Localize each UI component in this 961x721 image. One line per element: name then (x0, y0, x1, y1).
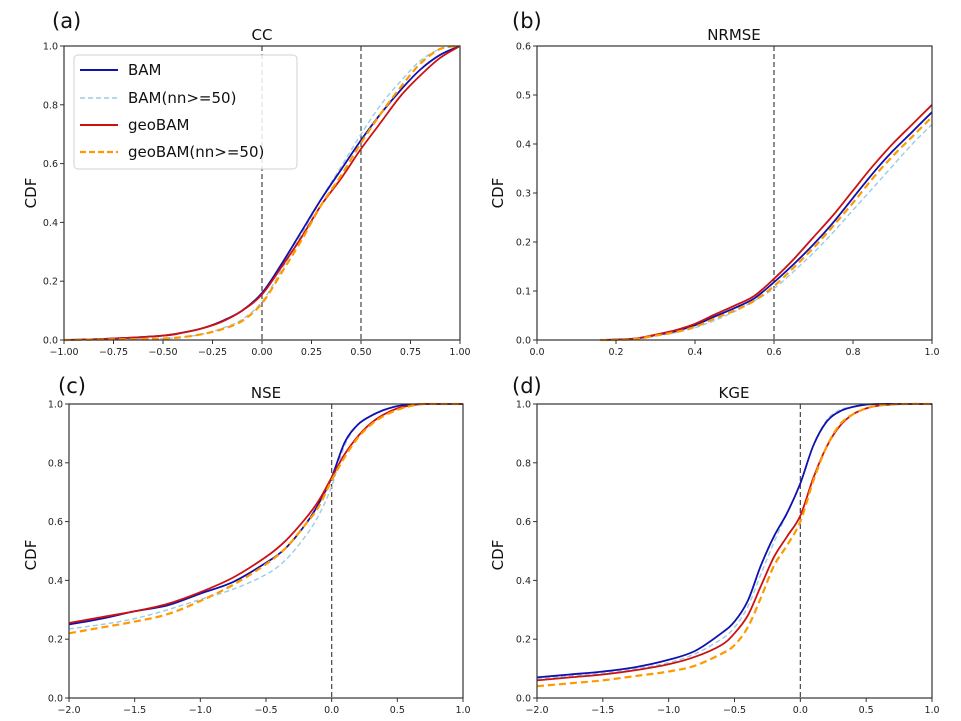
panel-letter: (c) (58, 374, 86, 398)
x-tick-label: −0.50 (148, 347, 177, 358)
plot-background (537, 404, 932, 698)
series-line-bam (68, 403, 463, 626)
x-tick-label: −1.00 (49, 347, 78, 358)
y-tick-label: 0.8 (48, 458, 63, 469)
y-tick-label: 0.3 (516, 189, 531, 200)
x-tick-label: 0.2 (608, 347, 623, 358)
x-tick-label: 0.00 (251, 347, 272, 358)
panel-d: (d) KGE CDF −2.0 −1.5 −1.0 −0.5 0.0 0.5 1.0 0.0… (489, 374, 940, 716)
y-tick-label: 0.5 (516, 91, 531, 102)
y-tick-label: 1.0 (48, 400, 63, 411)
legend-label-geobam: geoBAM (128, 116, 189, 134)
x-tick-label: 0.0 (793, 705, 808, 716)
y-tick-label: 0.2 (48, 635, 63, 646)
plot-background (537, 46, 932, 340)
y-tick-label: 0.6 (48, 517, 63, 528)
x-tick-label: 1.00 (449, 347, 470, 358)
y-tick-label: 0.4 (516, 576, 531, 587)
y-axis-label: CDF (489, 178, 507, 209)
series-line-geobam-nn-50 (63, 44, 461, 342)
x-tick-label: −0.5 (254, 705, 277, 716)
legend-entry-geobam: geoBAM (80, 116, 189, 134)
y-tick-label: 0.4 (48, 576, 63, 587)
y-tick-label: 0.4 (516, 140, 531, 151)
y-tick-label: 0.8 (516, 458, 531, 469)
y-tick-label: 0.0 (48, 694, 63, 705)
series-line-geobam (63, 45, 461, 341)
y-tick-label: 0.6 (516, 517, 531, 528)
x-tick-label: −1.0 (657, 705, 680, 716)
y-tick-label: 0.1 (516, 287, 531, 298)
x-tick-label: −1.0 (189, 705, 212, 716)
x-tick-label: −2.0 (57, 705, 80, 716)
panel-letter: (d) (512, 374, 542, 398)
y-axis-label: CDF (22, 178, 40, 209)
x-tick-label: 0.0 (529, 347, 544, 358)
legend-label-bam-nn50: BAM(nn>=50) (128, 89, 236, 107)
y-tick-label: 0.2 (516, 635, 531, 646)
y-tick-label: 0.2 (516, 238, 531, 249)
panel-letter: (b) (512, 9, 542, 33)
x-tick-label: 0.25 (301, 347, 322, 358)
panel-title: CC (252, 26, 273, 44)
panel-title: NRMSE (707, 26, 761, 44)
panel-b: (b) NRMSE CDF 0.0 0.2 0.4 0.6 0.8 1.00.00.10.… (489, 9, 940, 358)
x-tick-label: 0.4 (687, 347, 702, 358)
x-tick-label: −1.5 (123, 705, 146, 716)
y-tick-label: 1.0 (43, 42, 58, 53)
x-tick-label: 1.0 (924, 705, 939, 716)
x-tick-label: 0.5 (859, 705, 874, 716)
x-tick-label: −0.25 (198, 347, 227, 358)
series-line-geobam (600, 104, 933, 341)
y-tick-label: 1.0 (516, 400, 531, 411)
y-tick-label: 0.2 (43, 277, 58, 288)
series-line-bam-nn-50 (600, 123, 933, 341)
panel-c: (c) NSE CDF −2.0 −1.5 −1.0 −0.5 0.0 0.5 1.0 0.0… (22, 374, 471, 716)
x-tick-label: 1.0 (455, 705, 470, 716)
x-tick-label: 0.5 (390, 705, 405, 716)
x-tick-label: −0.75 (99, 347, 128, 358)
legend-label-bam: BAM (128, 61, 162, 79)
series-line-geobam-nn-50 (536, 402, 933, 688)
y-tick-label: 0.0 (516, 336, 531, 347)
series-line-geobam-nn-50 (68, 402, 463, 635)
panel-title: NSE (251, 384, 281, 402)
y-tick-label: 0.0 (516, 694, 531, 705)
legend-entry-bam: BAM (80, 61, 162, 79)
x-tick-label: −0.5 (723, 705, 746, 716)
x-tick-label: 0.8 (845, 347, 860, 358)
y-tick-label: 0.0 (43, 336, 58, 347)
legend-box (73, 54, 298, 170)
x-tick-label: 1.0 (924, 347, 939, 358)
legend-label-geobam-nn50: geoBAM(nn>=50) (128, 143, 264, 161)
y-tick-label: 0.6 (43, 159, 58, 170)
y-tick-label: 0.8 (43, 100, 58, 111)
plot-area: −2.0 −1.5 −1.0 −0.5 0.0 0.5 1.0 0.0 0.2 0.4 0.6 0.8… (48, 400, 471, 717)
y-tick-label: 0.4 (43, 218, 58, 229)
series-line-bam (536, 403, 932, 679)
panel-title: KGE (719, 384, 750, 402)
legend-entry-geobam-nn50: geoBAM(nn>=50) (80, 143, 264, 161)
legend-entry-bam-nn50: BAM(nn>=50) (80, 89, 236, 107)
series-line-geobam-nn-50 (600, 116, 933, 342)
plot-area: 0.0 0.2 0.4 0.6 0.8 1.0 0.0 0.1 0.2 0.3 0.4 0.5 0.6 (516, 42, 940, 359)
x-tick-label: 0.0 (324, 705, 339, 716)
panel-letter: (a) (52, 9, 81, 33)
x-tick-label: −1.5 (591, 705, 614, 716)
y-tick-label: 0.6 (516, 42, 531, 53)
y-axis-label: CDF (22, 540, 40, 571)
plot-area: −2.0 −1.5 −1.0 −0.5 0.0 0.5 1.0 0.0 0.2 0.4 0.6 0.8… (516, 400, 940, 717)
y-axis-label: CDF (489, 540, 507, 571)
plot-background (69, 404, 463, 698)
x-tick-label: 0.75 (400, 347, 421, 358)
x-tick-label: 0.6 (766, 347, 781, 358)
panel-a: (a) CC CDF −1.00 −0.75 −0.50 −0.25 0.00 0.25 0… (22, 9, 471, 358)
legend: BAM BAM(nn>=50) geoBAM geoBAM(nn>=50) (73, 54, 298, 170)
x-tick-label: 0.50 (350, 347, 371, 358)
x-tick-label: −2.0 (525, 705, 548, 716)
